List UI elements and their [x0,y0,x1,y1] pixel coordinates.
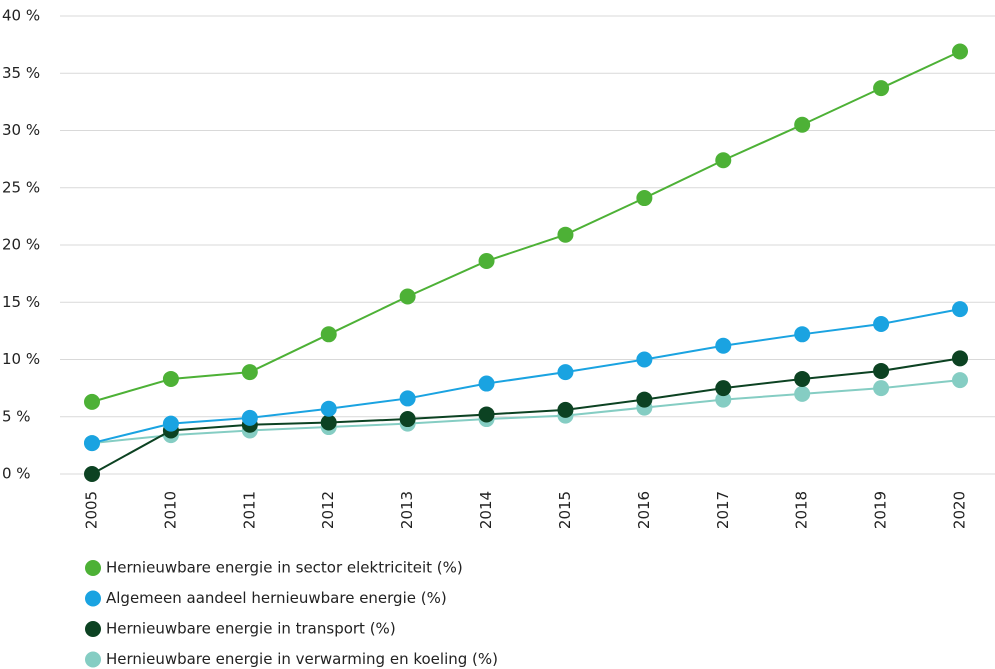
y-tick-label: 5 % [2,407,31,425]
data-point [399,411,416,428]
data-point [320,400,337,417]
x-tick-label: 2010 [161,491,179,529]
data-point [636,351,653,368]
y-tick-label: 30 % [2,121,40,139]
legend-marker [85,621,101,637]
legend-label: Hernieuwbare energie in transport (%) [106,620,396,638]
data-point [952,43,968,60]
data-point [399,288,416,305]
data-point [162,415,179,432]
legend-marker [85,590,101,607]
data-point [557,364,574,381]
data-point [478,406,495,423]
data-point [557,401,574,418]
data-point [636,190,653,207]
y-tick-label: 0 % [2,465,31,483]
data-point [84,466,100,482]
series-line [91,50,961,403]
data-point [84,393,100,410]
legend-marker [85,560,101,576]
data-point [241,409,258,426]
x-tick-label: 2015 [556,491,574,529]
data-point [794,370,811,387]
legend-label: Algemeen aandeel hernieuwbare energie (%… [106,589,447,607]
y-tick-label: 35 % [2,64,40,82]
data-point [715,337,732,354]
series-line [91,379,961,445]
x-tick-label: 2005 [83,491,101,529]
data-point [873,362,890,379]
y-tick-label: 10 % [2,350,40,368]
data-point [478,375,495,392]
data-point [794,116,811,133]
data-point [84,435,100,452]
x-tick-label: 2017 [714,491,732,529]
data-point [794,326,811,343]
x-tick-label: 2018 [793,491,811,529]
data-point [873,316,890,333]
data-point [952,372,968,389]
data-point [952,301,968,318]
y-tick-label: 15 % [2,293,40,311]
data-point [557,226,574,243]
x-tick-label: 2011 [240,491,258,529]
x-tick-label: 2013 [398,491,416,529]
data-point [715,391,732,408]
data-point [241,364,258,381]
data-point [794,385,811,402]
x-tick-label: 2016 [635,491,653,529]
data-point [320,326,337,343]
data-point [952,350,968,367]
data-point [873,80,890,97]
data-point [715,380,732,397]
legend-marker [85,651,101,668]
series-line [91,308,961,445]
y-tick-label: 20 % [2,236,40,254]
data-point [715,152,732,169]
data-point [162,370,179,387]
data-point [399,390,416,407]
series-line [91,357,961,475]
x-tick-label: 2020 [951,491,969,529]
data-point [873,380,890,397]
x-tick-label: 2014 [477,491,495,529]
x-tick-label: 2019 [872,491,890,529]
legend-label: Hernieuwbare energie in sector elektrici… [106,559,463,577]
data-point [636,391,653,408]
data-point [320,414,337,431]
data-point [478,253,495,270]
legend-label: Hernieuwbare energie in verwarming en ko… [106,650,498,668]
y-tick-label: 25 % [2,178,40,196]
y-tick-label: 40 % [2,7,40,25]
x-tick-label: 2012 [319,491,337,529]
